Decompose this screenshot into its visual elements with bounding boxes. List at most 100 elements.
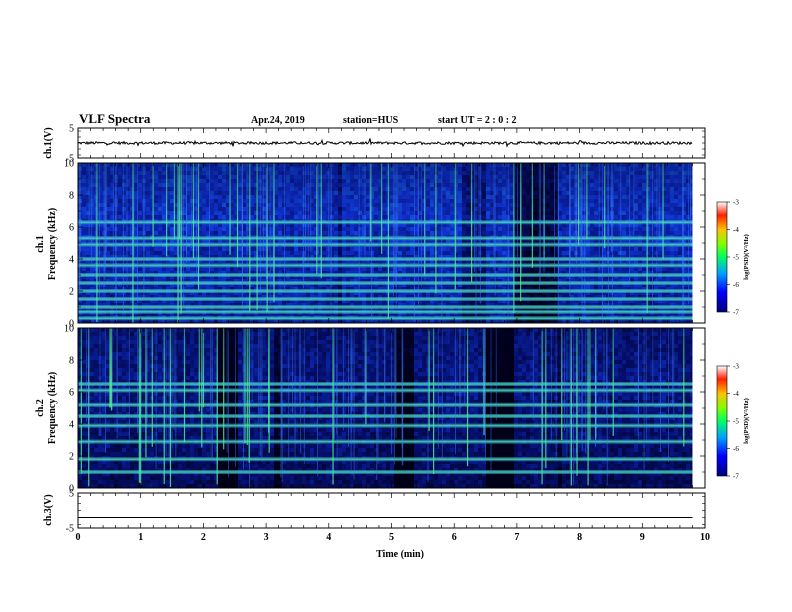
spectrogram-cell xyxy=(478,307,483,312)
spectrogram-cell xyxy=(282,267,287,272)
spectrogram-cell xyxy=(346,239,351,244)
spectrogram-cell xyxy=(154,251,159,256)
spectrogram-cell xyxy=(374,231,379,236)
spectrogram-cell xyxy=(146,307,151,312)
spectrogram-cell xyxy=(410,307,415,312)
spectrogram-cell xyxy=(430,267,435,272)
spectrogram-cell xyxy=(310,307,315,312)
spectrogram-cell xyxy=(266,223,271,228)
spectrogram-cell xyxy=(162,299,167,304)
spectrogram-cell xyxy=(502,267,507,272)
spectrogram-cell xyxy=(222,299,227,304)
spectrogram-cell xyxy=(262,319,267,324)
spectrogram-cell xyxy=(350,307,355,312)
spectrogram-cell xyxy=(442,223,447,228)
spectrogram-cell xyxy=(446,247,451,252)
spectrogram-cell xyxy=(370,231,375,236)
spectrogram-cell xyxy=(454,283,459,288)
spectrogram-cell xyxy=(530,283,535,288)
spectrogram-cell xyxy=(146,247,151,252)
spectrogram-cell xyxy=(154,259,159,264)
spectrogram-cell xyxy=(438,307,443,312)
spectrogram-cell xyxy=(318,247,323,252)
spectrogram-cell xyxy=(258,307,263,312)
spectrogram-cell xyxy=(166,299,171,304)
spectrogram-cell xyxy=(366,223,371,228)
spectrogram-cell xyxy=(198,223,203,228)
spectrogram-cell xyxy=(206,251,211,256)
spectrogram-cell xyxy=(362,227,367,232)
spectrogram-cell xyxy=(178,319,183,324)
spectrogram-cell xyxy=(78,307,83,312)
spectrogram-cell xyxy=(190,319,195,324)
spectrogram-cell xyxy=(494,239,499,244)
spectrogram-cell xyxy=(186,227,191,232)
spectrogram-cell xyxy=(330,307,335,312)
spectrogram-cell xyxy=(546,247,551,252)
spectrogram-cell xyxy=(298,275,303,280)
spectrogram-cell xyxy=(522,231,527,236)
spectrogram-cell xyxy=(182,259,187,264)
spectrogram-cell xyxy=(362,259,367,264)
spectrogram-cell xyxy=(158,319,163,324)
spectrogram-cell xyxy=(162,227,167,232)
spectrogram-cell xyxy=(462,251,467,256)
spectrogram-cell xyxy=(298,267,303,272)
spectrogram-cell xyxy=(286,319,291,324)
spectrogram-cell xyxy=(298,239,303,244)
spectrogram-cell xyxy=(306,291,311,296)
spectrogram-cell xyxy=(302,247,307,252)
spectrogram-cell xyxy=(330,283,335,288)
spectrogram-cell xyxy=(314,291,319,296)
spectrogram-cell xyxy=(378,275,383,280)
spectrogram-cell xyxy=(150,227,155,232)
spectrogram-cell xyxy=(206,227,211,232)
spectrogram-cell xyxy=(218,283,223,288)
spectrogram-cell xyxy=(410,299,415,304)
date-label: Apr.24, 2019 xyxy=(251,115,305,126)
spectrogram-cell xyxy=(246,267,251,272)
spectrogram-cell xyxy=(466,291,471,296)
spectrogram-cell xyxy=(290,307,295,312)
spectrogram-cell xyxy=(490,267,495,272)
spectrogram-cell xyxy=(562,227,567,232)
spectrogram-cell xyxy=(242,231,247,236)
spectrogram-cell xyxy=(174,283,179,288)
spectrogram-cell xyxy=(526,247,531,252)
spectrogram-cell xyxy=(522,247,527,252)
spectrogram-cell xyxy=(274,319,279,324)
y-tick-label: 5 xyxy=(69,124,74,135)
spectrogram-cell xyxy=(122,251,127,256)
spectrogram-cell xyxy=(342,275,347,280)
spectrogram-cell xyxy=(390,299,395,304)
spectrogram-cell xyxy=(558,239,563,244)
spectrogram-cell xyxy=(398,251,403,256)
spectrogram-cell xyxy=(366,291,371,296)
spectrogram-cell xyxy=(402,267,407,272)
spectrogram-cell xyxy=(382,299,387,304)
spectrogram-cell xyxy=(238,319,243,324)
spectrogram-cell xyxy=(338,239,343,244)
spectrogram-cell xyxy=(322,275,327,280)
spectrogram-cell xyxy=(458,239,463,244)
spectrogram-cell xyxy=(434,319,439,324)
spectrogram-cell xyxy=(314,227,319,232)
spectrogram-cell xyxy=(534,291,539,296)
spectrogram-cell xyxy=(370,239,375,244)
spectrogram-cell xyxy=(226,275,231,280)
spectrogram-cell xyxy=(122,283,127,288)
spectrogram-cell xyxy=(130,291,135,296)
spectrogram-cell xyxy=(190,231,195,236)
spectrogram-cell xyxy=(550,267,555,272)
spectrogram-cell xyxy=(482,247,487,252)
spectrogram-cell xyxy=(382,259,387,264)
spectrogram-cell xyxy=(402,223,407,228)
spectrogram-cell xyxy=(134,247,139,252)
spectrogram-cell xyxy=(494,275,499,280)
spectrogram-cell xyxy=(314,231,319,236)
spectrogram-cell xyxy=(422,299,427,304)
spectrogram-cell xyxy=(458,251,463,256)
spectrogram-cell xyxy=(534,227,539,232)
spectrogram-cell xyxy=(138,251,143,256)
spectrogram-cell xyxy=(466,259,471,264)
